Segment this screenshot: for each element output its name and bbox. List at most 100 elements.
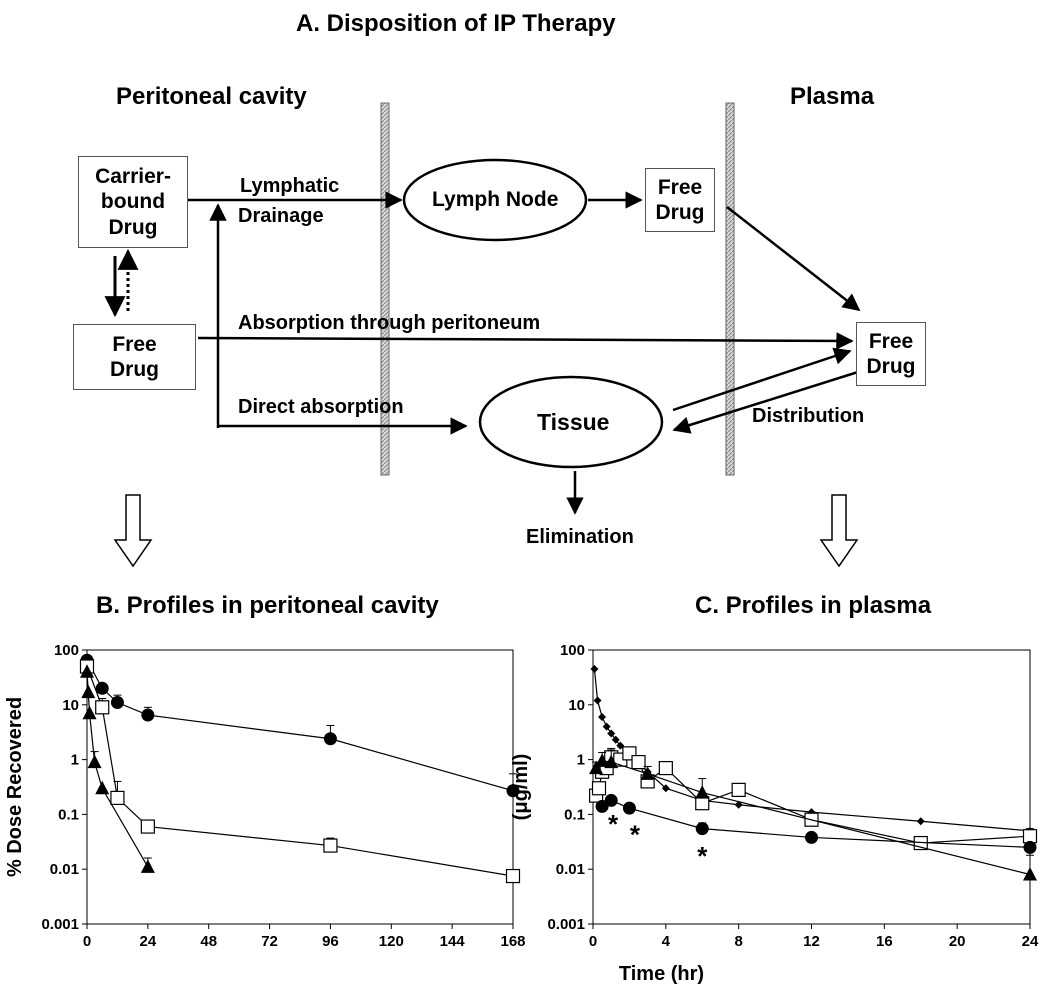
chart-c-x-tick-label: 4 xyxy=(662,933,671,950)
chart-c-point-diamond xyxy=(607,729,616,738)
chart-b-point-triangle xyxy=(140,859,155,873)
lymph-node-node xyxy=(402,158,588,242)
chart-c-point-square xyxy=(591,781,607,796)
chart-c-significance-asterisk: * xyxy=(630,819,641,849)
chart-c-y-axis-label: (μg/ml) xyxy=(510,754,532,821)
chart-c-point-diamond xyxy=(593,696,602,705)
chart-c-point-diamond xyxy=(611,735,620,744)
chart-c-point-diamond xyxy=(616,741,625,750)
chart-b-series-circle-line xyxy=(86,659,514,792)
chart-b-point-square xyxy=(140,819,155,834)
free-drug-plasma-line-1: Free xyxy=(868,329,914,353)
carrier-line-3: Drug xyxy=(108,215,158,239)
chart-b-x-tick-label: 96 xyxy=(322,933,339,950)
chart-c-y-tick-label: 0.001 xyxy=(547,916,585,933)
chart-b-x-tick-label: 168 xyxy=(500,933,525,950)
chart-c-point-triangle xyxy=(604,754,619,769)
chart-c-point-square xyxy=(658,760,673,776)
distribution-label: Distribution xyxy=(752,405,865,427)
chart-b-title: B. Profiles in peritoneal cavity xyxy=(96,592,439,619)
chart-c-x-tick-label: 12 xyxy=(803,933,820,950)
chart-c-significance-asterisk: * xyxy=(697,841,708,871)
chart-b-y-tick-label: 10 xyxy=(62,697,79,714)
chart-c-y-tick-label: 0.01 xyxy=(556,861,585,878)
lymph-node-label: Lymph Node xyxy=(432,188,559,211)
plasma-membrane xyxy=(725,102,735,476)
chart-b-y-tick-label: 0.01 xyxy=(50,861,79,878)
free-drug-plasma-box: Free Drug xyxy=(856,322,926,386)
chart-c-point-circle xyxy=(622,801,636,815)
chart-c-point-square xyxy=(1022,829,1038,844)
chart-b-point-circle xyxy=(506,784,520,798)
chart-b-point-circle xyxy=(141,708,155,722)
chart-c-point-diamond xyxy=(590,665,599,674)
chart-b-point-triangle xyxy=(82,705,97,720)
chart-b-x-tick-label: 24 xyxy=(140,933,157,950)
absorption-peritoneum-arrow xyxy=(197,332,854,350)
diagram-connectors xyxy=(104,102,861,568)
free-drug-plasma-line-2: Drug xyxy=(866,355,916,378)
chart-b-y-axis-label: % Dose Recovered xyxy=(4,697,26,877)
chart-c-point-circle xyxy=(805,830,818,844)
chart-b-x-tick-label: 0 xyxy=(83,933,91,950)
chart-b-y-tick-label: 0.001 xyxy=(41,916,79,933)
down-arrow-peritoneal xyxy=(113,494,153,568)
chart-c-significance-asterisk: * xyxy=(608,809,619,839)
chart-b-y-tick-label: 0.1 xyxy=(58,806,79,823)
carrier-line-1: Carrier- xyxy=(95,165,171,189)
chart-c-y-tick-label: 1 xyxy=(577,752,585,769)
chart-b-y-tick-label: 100 xyxy=(54,642,79,659)
chart-c-point-triangle xyxy=(640,766,655,780)
chart-b-point-square xyxy=(110,790,125,806)
direct-absorption-label: Direct absorption xyxy=(238,396,404,418)
chart-b-x-tick-label: 144 xyxy=(440,933,466,950)
lymphatic-drainage-line-2: Drainage xyxy=(238,205,324,227)
chart-b-x-tick-label: 120 xyxy=(379,933,404,950)
chart-c-point-diamond xyxy=(602,722,611,731)
chart-b-point-square xyxy=(323,838,338,853)
chart-c-point-diamond xyxy=(661,784,670,793)
plasma-label: Plasma xyxy=(790,83,875,110)
chart-b-x-tick-label: 48 xyxy=(200,933,217,950)
free-drug-peritoneal-line-1: Free xyxy=(112,332,157,356)
chart-c-x-axis-label: Time (hr) xyxy=(619,963,704,985)
chart-c-point-circle xyxy=(695,822,709,836)
chart-c-title: C. Profiles in plasma xyxy=(695,592,932,619)
down-arrow-plasma xyxy=(819,494,859,568)
peritoneum-membrane xyxy=(380,102,390,476)
free-drug-lymph-line-1: Free xyxy=(657,175,703,199)
elimination-label: Elimination xyxy=(526,526,634,548)
chart-b-point-square xyxy=(95,700,110,715)
diagram-title: A. Disposition of IP Therapy xyxy=(296,10,616,37)
absorption-peritoneum-label: Absorption through peritoneum xyxy=(238,312,541,334)
chart-c-point-circle xyxy=(1023,840,1037,854)
chart-c-series-diamond-line xyxy=(593,668,1031,832)
chart-c-y-tick-label: 0.1 xyxy=(564,806,585,823)
chart-c-point-triangle xyxy=(1023,867,1037,881)
chart-b-x-tick-label: 72 xyxy=(261,933,278,950)
carrier-bound-drug-box: Carrier- bound Drug xyxy=(78,156,188,248)
chart-b-point-triangle xyxy=(80,664,94,678)
peritoneal-cavity-label: Peritoneal cavity xyxy=(116,83,307,110)
chart-b-point-circle xyxy=(110,696,124,710)
chart-b-point-circle xyxy=(95,681,109,695)
chart-c-point-diamond xyxy=(598,712,607,721)
chart-c-point-diamond xyxy=(916,817,925,826)
chart-c-y-tick-label: 10 xyxy=(568,697,585,714)
tissue-to-plasma-arrow xyxy=(672,347,852,412)
chart-c-frame xyxy=(592,649,1031,925)
chart-c-y-tick-label: 100 xyxy=(560,642,585,659)
chart-c-x-tick-label: 8 xyxy=(734,933,742,950)
chart-b-point-triangle xyxy=(87,754,102,769)
chart-c-x-tick-label: 20 xyxy=(949,933,966,950)
lymphatic-drainage-line-1: Lymphatic xyxy=(240,175,340,197)
chart-c-point-triangle xyxy=(595,753,610,767)
chart-c-x-tick-label: 24 xyxy=(1022,933,1039,950)
tissue-node xyxy=(478,375,664,469)
chart-c-point-triangle xyxy=(589,760,604,775)
plasma-to-tissue-arrow xyxy=(672,370,859,434)
free-drug-peritoneal-line-2: Drug xyxy=(110,358,159,381)
chart-b-series-square-line xyxy=(86,666,514,877)
carrier-line-2: bound xyxy=(100,190,166,214)
